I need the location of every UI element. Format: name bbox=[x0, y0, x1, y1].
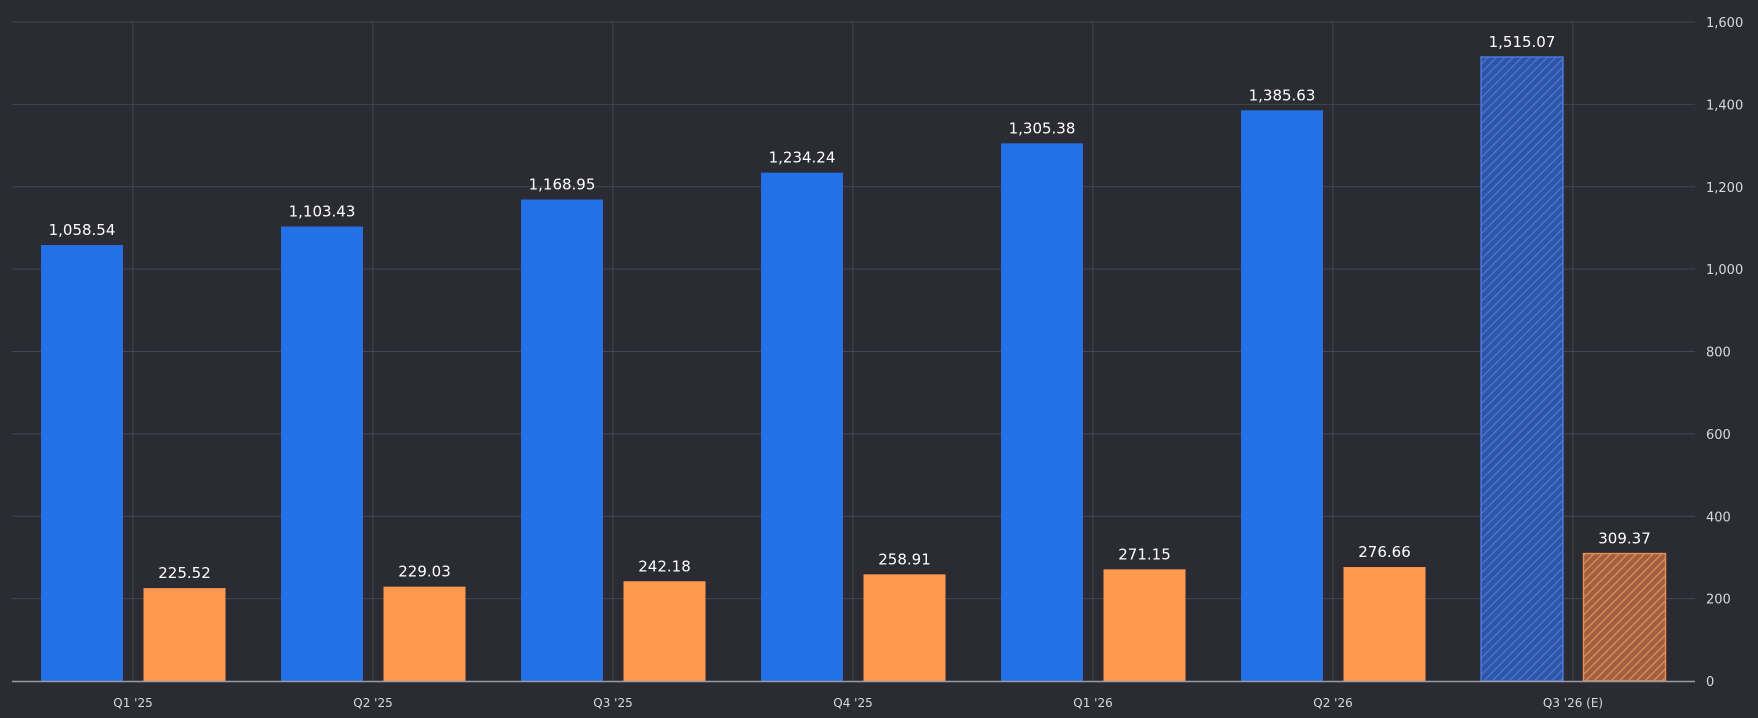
y-tick-label: 600 bbox=[1706, 428, 1731, 443]
data-label: 242.18 bbox=[638, 557, 691, 575]
data-label: 1,168.95 bbox=[529, 176, 596, 194]
data-label: 1,515.07 bbox=[1489, 33, 1556, 51]
data-label: 1,305.38 bbox=[1009, 119, 1076, 137]
data-label: 1,385.63 bbox=[1249, 86, 1316, 104]
bar-blue bbox=[761, 172, 843, 681]
data-label: 309.37 bbox=[1598, 530, 1651, 548]
x-tick-label: Q3 '26 (E) bbox=[1543, 696, 1603, 710]
y-tick-label: 0 bbox=[1706, 675, 1714, 690]
data-label: 1,234.24 bbox=[769, 149, 836, 167]
y-tick-label: 800 bbox=[1706, 346, 1731, 361]
bar-orange bbox=[1582, 552, 1667, 682]
data-label: 271.15 bbox=[1118, 545, 1171, 563]
bar-blue bbox=[281, 226, 363, 681]
bar-blue bbox=[1001, 143, 1083, 681]
y-tick-label: 400 bbox=[1706, 510, 1731, 525]
data-label: 225.52 bbox=[158, 564, 211, 582]
bar-blue bbox=[1241, 110, 1323, 681]
grid bbox=[12, 21, 1695, 681]
data-label: 1,103.43 bbox=[289, 203, 356, 221]
x-tick-label: Q2 '25 bbox=[353, 696, 392, 710]
bar-blue bbox=[41, 245, 123, 681]
bar-blue bbox=[521, 199, 603, 682]
bar-orange bbox=[143, 588, 226, 681]
bar-orange bbox=[1103, 569, 1186, 681]
y-tick-label: 1,400 bbox=[1706, 98, 1743, 113]
data-label: 258.91 bbox=[878, 550, 931, 568]
y-tick-label: 1,000 bbox=[1706, 263, 1743, 278]
bar-orange bbox=[623, 581, 706, 681]
x-tick-label: Q4 '25 bbox=[833, 696, 872, 710]
value-labels: 1,058.54 225.52 1,103.43 229.03 1,168.95 242.… bbox=[49, 33, 1651, 582]
axes: 0 200 400 600 800 1,000 1,200 1,400 1,600 Q1 '25 Q… bbox=[12, 16, 1743, 710]
data-label: 1,058.54 bbox=[49, 221, 116, 239]
data-label: 229.03 bbox=[398, 563, 451, 581]
x-tick-label: Q1 '26 bbox=[1073, 696, 1112, 710]
bar-orange bbox=[863, 574, 946, 681]
bar-orange bbox=[383, 586, 466, 681]
y-tick-label: 200 bbox=[1706, 593, 1731, 608]
y-tick-label: 1,200 bbox=[1706, 181, 1743, 196]
x-tick-label: Q1 '25 bbox=[113, 696, 152, 710]
x-tick-label: Q2 '26 bbox=[1313, 696, 1352, 710]
y-tick-label: 1,600 bbox=[1706, 16, 1743, 31]
x-tick-label: Q3 '25 bbox=[593, 696, 632, 710]
bars bbox=[41, 56, 1667, 682]
bar-orange bbox=[1343, 567, 1426, 681]
bar-blue bbox=[1480, 56, 1564, 682]
data-label: 276.66 bbox=[1358, 543, 1411, 561]
